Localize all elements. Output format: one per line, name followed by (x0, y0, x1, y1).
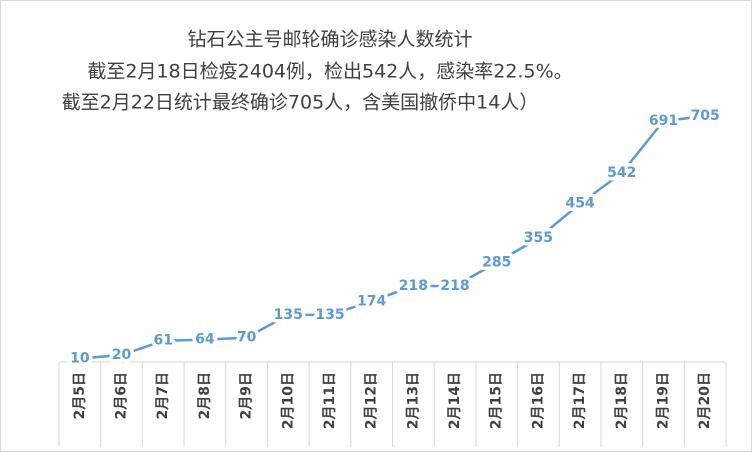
data-label: 355 (524, 230, 553, 246)
data-label: 61 (153, 333, 172, 349)
x-tick-label: 2月17日 (572, 372, 588, 429)
data-label: 542 (607, 165, 636, 181)
x-tick-label: 2月9日 (239, 372, 255, 419)
x-tick-label: 2月8日 (197, 372, 213, 419)
data-label: 174 (357, 293, 386, 309)
x-tick-label: 2月6日 (114, 372, 130, 419)
data-line (79, 114, 706, 360)
x-tick-label: 2月10日 (280, 372, 296, 429)
data-label: 70 (237, 330, 257, 346)
x-tick-label: 2月15日 (489, 372, 505, 429)
chart-subtitle: 截至2月18日检疫2404例，检出542人，感染率22.5%。 (87, 61, 572, 83)
data-label: 135 (274, 307, 303, 323)
data-label: 285 (482, 255, 511, 271)
data-label: 64 (195, 332, 215, 348)
data-label: 218 (399, 278, 428, 294)
data-label: 20 (112, 347, 132, 363)
data-label: 10 (70, 351, 90, 367)
x-tick-label: 2月14日 (447, 372, 463, 429)
x-tick-label: 2月16日 (530, 372, 546, 429)
data-label: 218 (440, 278, 469, 294)
x-tick-label: 2月5日 (72, 372, 88, 419)
data-label: 135 (315, 307, 344, 323)
x-tick-label: 2月19日 (655, 372, 671, 429)
chart-subtitle: 截至2月22日统计最终确诊705人，含美国撤侨中14人） (62, 92, 539, 114)
x-tick-label: 2月20日 (697, 372, 713, 429)
data-label: 691 (649, 113, 678, 129)
data-label: 705 (691, 108, 720, 124)
x-tick-label: 2月12日 (364, 372, 380, 429)
x-tick-label: 2月7日 (155, 372, 171, 419)
x-tick-label: 2月18日 (614, 372, 630, 429)
data-label: 454 (565, 196, 594, 212)
x-tick-label: 2月11日 (322, 372, 338, 429)
chart-title: 钻石公主号邮轮确诊感染人数统计 (187, 29, 472, 51)
x-tick-label: 2月13日 (405, 372, 421, 429)
